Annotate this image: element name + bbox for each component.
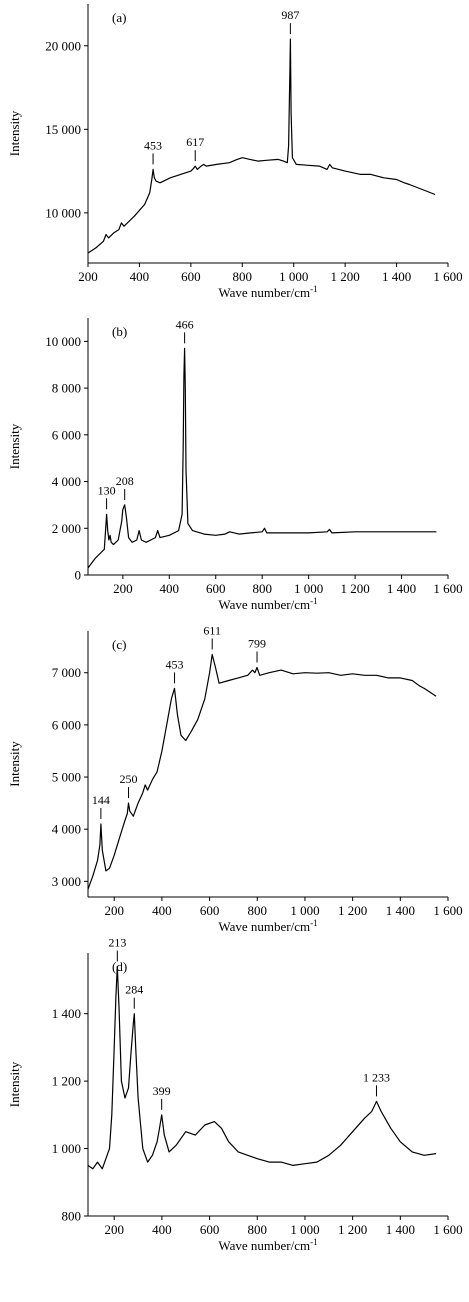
x-tick-label: 1 200 — [331, 269, 360, 284]
x-tick-label: 200 — [78, 269, 98, 284]
y-tick-label: 10 000 — [45, 334, 81, 349]
y-tick-label: 800 — [62, 1209, 82, 1224]
x-tick-label: 400 — [160, 581, 180, 596]
x-tick-label: 1 600 — [433, 581, 462, 596]
peak-label: 399 — [153, 1084, 171, 1098]
x-tick-label: 1 600 — [433, 269, 462, 284]
y-tick-label: 20 000 — [45, 38, 81, 53]
x-axis-label-superscript: -1 — [310, 284, 318, 294]
peak-label: 453 — [166, 657, 184, 671]
x-tick-label: 1 000 — [290, 1222, 319, 1237]
x-tick-label: 200 — [104, 903, 124, 918]
panel-label: (a) — [112, 10, 126, 25]
y-axis-label: Intensity — [7, 110, 22, 156]
peak-label: 617 — [186, 135, 204, 149]
y-tick-label: 6 000 — [52, 717, 81, 732]
chart-panel-2: 200 400 600 800 1 000 1 200 1 400 1 600 0 2 000 4 … — [7, 317, 463, 612]
x-tick-label: 800 — [252, 581, 272, 596]
spectrum-line — [87, 653, 437, 890]
y-tick-label: 6 000 — [52, 427, 81, 442]
y-tick-label: 1 000 — [52, 1141, 81, 1156]
peak-label: 453 — [144, 138, 162, 152]
y-axis-label: Intensity — [7, 741, 22, 787]
chart-panel-1: 200 400 600 800 1 000 1 200 1 400 1 600 10 000 15… — [7, 4, 463, 300]
chart-panel-4: 200 400 600 800 1 000 1 200 1 400 1 600 800 1 000… — [7, 935, 463, 1253]
x-axis-label-superscript: -1 — [310, 918, 318, 928]
y-tick-label: 4 000 — [52, 822, 81, 837]
peak-label: 799 — [248, 637, 266, 651]
peak-label: 208 — [116, 474, 134, 488]
panel-label: (d) — [112, 959, 127, 974]
x-tick-label: 1 200 — [338, 1222, 367, 1237]
peak-label: 466 — [176, 317, 194, 331]
x-tick-label: 1 400 — [386, 903, 415, 918]
x-tick-label: 1 200 — [338, 903, 367, 918]
x-tick-label: 1 000 — [294, 581, 323, 596]
x-tick-label: 1 400 — [387, 581, 416, 596]
peak-label: 250 — [120, 772, 138, 786]
peak-label: 213 — [108, 935, 126, 949]
panel-label: (b) — [112, 324, 127, 339]
x-axis-label: Wave number/cm-1 — [218, 284, 317, 300]
peak-label: 144 — [92, 793, 110, 807]
peak-label: 130 — [98, 483, 116, 497]
x-tick-label: 1 600 — [433, 903, 462, 918]
y-tick-label: 4 000 — [52, 474, 81, 489]
spectrum-line — [87, 347, 437, 569]
x-tick-label: 800 — [248, 1222, 268, 1237]
y-tick-label: 10 000 — [45, 205, 81, 220]
x-axis-label: Wave number/cm-1 — [218, 596, 317, 612]
x-tick-label: 1 000 — [279, 269, 308, 284]
x-tick-label: 400 — [152, 903, 172, 918]
y-tick-label: 3 000 — [52, 874, 81, 889]
x-axis-label-superscript: -1 — [310, 1237, 318, 1247]
y-tick-label: 1 400 — [52, 1006, 81, 1021]
y-tick-label: 5 000 — [52, 770, 81, 785]
x-axis-label-superscript: -1 — [310, 596, 318, 606]
x-axis-label: Wave number/cm-1 — [218, 918, 317, 934]
y-tick-label: 7 000 — [52, 665, 81, 680]
y-tick-label: 15 000 — [45, 122, 81, 137]
spectrum-line — [87, 38, 436, 254]
x-tick-label: 1 600 — [433, 1222, 462, 1237]
y-tick-label: 8 000 — [52, 381, 81, 396]
x-tick-label: 800 — [248, 903, 268, 918]
peak-label: 611 — [203, 623, 221, 637]
x-tick-label: 400 — [152, 1222, 172, 1237]
peak-label: 987 — [281, 8, 299, 22]
x-tick-label: 1 200 — [340, 581, 369, 596]
x-tick-label: 800 — [233, 269, 253, 284]
x-tick-label: 600 — [200, 903, 220, 918]
x-tick-label: 600 — [181, 269, 201, 284]
x-tick-label: 600 — [200, 1222, 220, 1237]
x-tick-label: 200 — [113, 581, 133, 596]
panel-label: (c) — [112, 637, 126, 652]
y-tick-label: 1 200 — [52, 1074, 81, 1089]
x-tick-label: 1 400 — [386, 1222, 415, 1237]
x-tick-label: 200 — [104, 1222, 124, 1237]
y-tick-label: 2 000 — [52, 521, 81, 536]
y-axis-label: Intensity — [7, 1061, 22, 1107]
y-tick-label: 0 — [75, 568, 82, 583]
x-tick-label: 1 000 — [290, 903, 319, 918]
x-axis-label: Wave number/cm-1 — [218, 1237, 317, 1253]
spectrum-line — [87, 965, 437, 1170]
peak-label: 1 233 — [363, 1070, 390, 1084]
peak-label: 284 — [125, 983, 143, 997]
x-tick-label: 1 400 — [382, 269, 411, 284]
x-tick-label: 600 — [206, 581, 226, 596]
y-axis-label: Intensity — [7, 423, 22, 469]
x-tick-label: 400 — [130, 269, 150, 284]
chart-panel-3: 200 400 600 800 1 000 1 200 1 400 1 600 3 000 4 0… — [7, 623, 463, 934]
